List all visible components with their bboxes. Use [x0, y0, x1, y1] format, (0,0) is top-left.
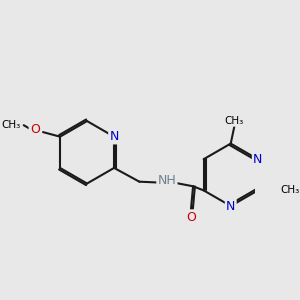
Text: CH₃: CH₃: [1, 120, 20, 130]
Text: CH₃: CH₃: [280, 185, 299, 195]
Text: NH: NH: [158, 174, 176, 187]
Text: O: O: [30, 123, 40, 136]
Text: O: O: [186, 211, 196, 224]
Text: N: N: [253, 153, 262, 166]
Text: CH₃: CH₃: [225, 116, 244, 126]
Text: N: N: [110, 130, 119, 143]
Text: N: N: [226, 200, 236, 212]
